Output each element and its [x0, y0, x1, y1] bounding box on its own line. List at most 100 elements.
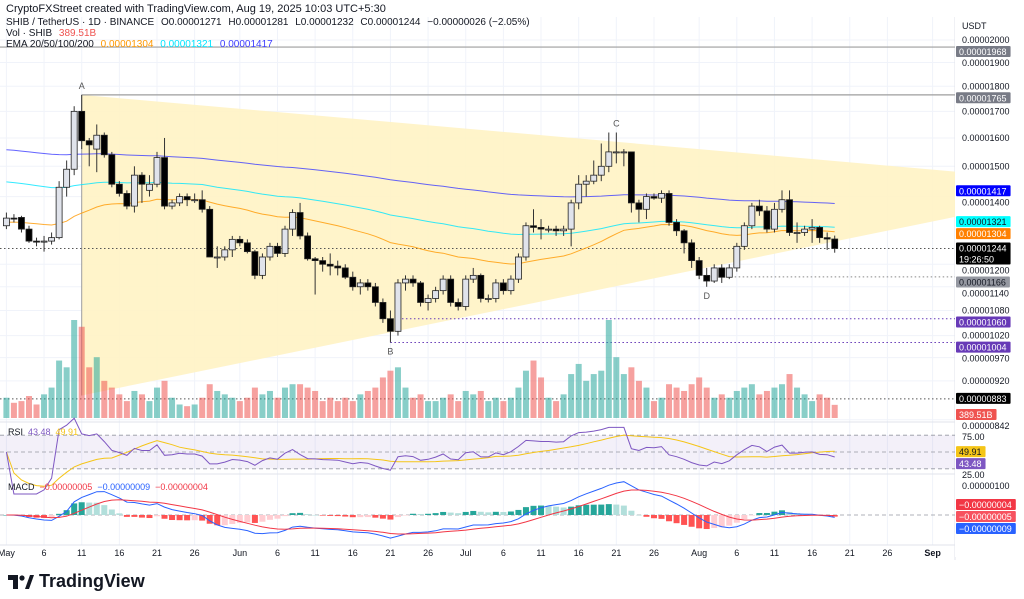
candle-down [78, 110, 86, 142]
rsi-badge: 49.91 [959, 447, 982, 457]
volume-bars [3, 320, 838, 418]
price-badge: 0.00001304 [959, 229, 1007, 239]
time-tick-label: 11 [310, 548, 319, 558]
price-badge: 0.00001968 [959, 47, 1007, 57]
price-badge: 0.00001321 [959, 217, 1007, 227]
candle-down [499, 282, 507, 292]
candle-up [545, 228, 552, 231]
macd-histogram-bar [605, 504, 612, 515]
volume-label[interactable]: Vol · SHIB [6, 28, 53, 39]
volume-bar [402, 387, 409, 418]
volume-bar [560, 394, 567, 418]
volume-bar [741, 387, 748, 418]
macd-histogram-bar [628, 510, 635, 515]
macd-histogram-bar [71, 503, 78, 515]
macd-line [6, 481, 835, 539]
price-tick-label: 0.00000970 [962, 354, 1010, 364]
candle-down [183, 196, 191, 201]
volume-bar [379, 377, 386, 418]
volume-bar [515, 387, 522, 418]
price-tick-label: 0.00001900 [962, 58, 1010, 68]
volume-bar [485, 401, 492, 418]
candle-down [364, 282, 372, 288]
macd-histogram-bar [696, 515, 703, 529]
rsi-pane [0, 417, 955, 495]
candle-down [477, 274, 485, 299]
candle-down [311, 258, 319, 262]
volume-bar [251, 387, 258, 418]
ohlc-high: H0.00001281 [228, 17, 289, 28]
tradingview-logo[interactable]: TradingView [8, 571, 145, 592]
ema-row: EMA 20/50/100/200 0.00001304 0.00001321 … [6, 39, 534, 50]
macd-histogram-bar [575, 505, 582, 515]
volume-bar [274, 397, 281, 418]
volume-bar [236, 401, 243, 418]
macd-histogram-bar [748, 515, 755, 516]
volume-bar [703, 387, 710, 418]
volume-bar [507, 397, 514, 418]
macd-histogram-bar [410, 513, 417, 515]
volume-bar [688, 384, 695, 418]
volume-bar [41, 394, 48, 418]
time-tick-label: Aug [691, 548, 707, 558]
horizontal-lines[interactable] [0, 46, 955, 400]
macd-histogram-bar [259, 515, 266, 522]
time-axis[interactable]: May 6 11 16 21 26 Jun 6 11 16 21 26 Jul 6 11 16 21 26 Aug 6… [0, 548, 941, 558]
macd-histogram-bar [297, 512, 304, 515]
time-tick-label: Sep [924, 548, 941, 558]
candle-up [515, 256, 522, 280]
volume-bar [86, 367, 93, 418]
candle-down [831, 238, 839, 249]
candle-up [778, 199, 786, 210]
candle-down [349, 276, 357, 288]
volume-bar [131, 390, 138, 418]
rsi-tick-label: 25.00 [962, 470, 985, 480]
volume-bar [462, 390, 469, 418]
volume-bar [10, 402, 17, 418]
volume-bar [447, 394, 454, 418]
ema50-value: 0.00001304 [100, 39, 154, 50]
pivot-label-C: C [613, 119, 620, 129]
candle-up [289, 212, 296, 230]
candle-down [417, 282, 424, 303]
volume-bar [681, 390, 688, 418]
candle-down [371, 286, 379, 303]
countdown-timer: 19:26:50 [959, 254, 994, 264]
candle-down [341, 267, 349, 278]
time-tick-label: 11 [770, 548, 779, 558]
time-tick-label: 26 [882, 548, 892, 558]
volume-row: Vol · SHIB 389.51B [6, 28, 534, 39]
volume-bar [530, 360, 537, 418]
ema-label[interactable]: EMA 20/50/100/200 [6, 39, 94, 50]
volume-bar [831, 404, 838, 418]
price-badge: 0.00001765 [959, 93, 1007, 103]
macd-histogram-bar [236, 515, 243, 523]
volume-bar [154, 387, 160, 418]
volume-bar [816, 394, 823, 418]
macd-histogram-bar [831, 515, 838, 517]
candle-up [168, 202, 176, 207]
time-tick-label: Jun [233, 548, 248, 558]
macd-histogram-bar [673, 515, 680, 524]
volume-bar [628, 367, 635, 418]
ema200-value: 0.00001417 [219, 39, 273, 50]
rsi-tick-label: 75.00 [962, 432, 985, 442]
macd-histogram-bar [470, 510, 477, 515]
time-tick-label: 6 [42, 548, 47, 558]
macd-histogram-bar [169, 515, 176, 521]
volume-bar [229, 397, 236, 418]
rsi-value: 43.48 [28, 427, 51, 437]
price-tick-label: 0.00001140 [962, 288, 1009, 298]
symbol-name[interactable]: SHIB / TetherUS · 1D · BINANCE [6, 17, 155, 28]
macd-histogram-bar [372, 515, 379, 518]
candle-up [733, 245, 741, 269]
ohlc-low: L0.00001232 [295, 17, 354, 28]
ema200-line [6, 149, 835, 204]
macd-histogram-bar [93, 502, 100, 515]
currency-label: USDT [962, 21, 987, 31]
candle-down [763, 210, 771, 230]
volume-bar [658, 397, 665, 418]
